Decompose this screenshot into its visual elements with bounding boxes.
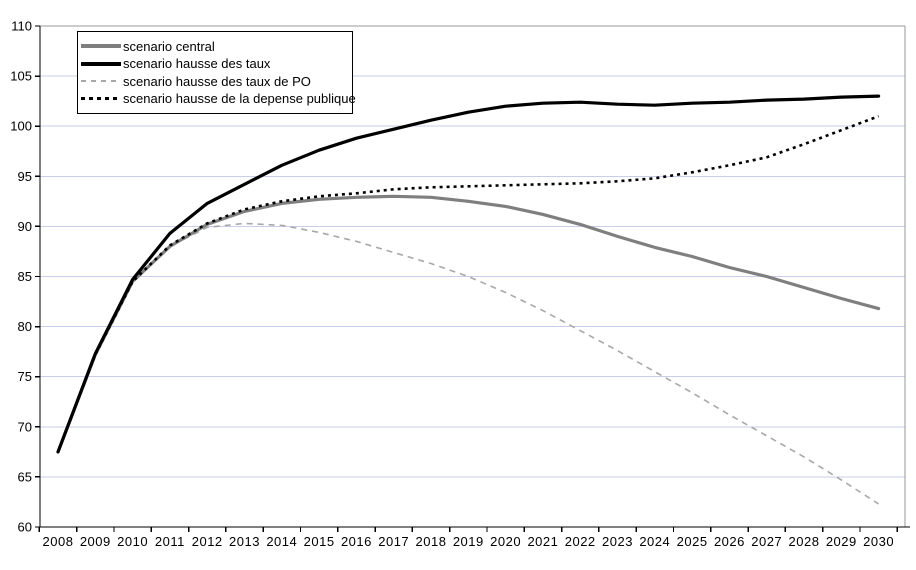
y-tick-label: 80 (18, 319, 32, 334)
x-tick-label: 2027 (751, 534, 782, 549)
x-tick-label: 2026 (714, 534, 745, 549)
x-tick-label: 2014 (266, 534, 297, 549)
x-tick-label: 2016 (341, 534, 372, 549)
y-tick-label: 100 (10, 119, 32, 134)
y-tick-label: 90 (18, 219, 32, 234)
legend-item: scenario central (81, 40, 347, 53)
y-tick-label: 70 (18, 419, 32, 434)
legend-item-label: scenario hausse des taux de PO (123, 73, 311, 89)
x-tick-label: 2018 (416, 534, 447, 549)
x-tick-label: 2013 (229, 534, 260, 549)
x-tick-label: 2011 (155, 534, 185, 549)
series-scenario-hausse-de-la-depense-publique (56, 114, 880, 453)
x-tick-label: 2022 (565, 534, 596, 549)
x-tick-label: 2028 (789, 534, 820, 549)
x-tick-label: 2009 (80, 534, 111, 549)
legend-line-sample (81, 97, 121, 101)
legend-item: scenario hausse des taux de PO (81, 75, 347, 88)
x-tick-label: 2030 (863, 534, 894, 549)
legend-item-label: scenario hausse de la depense publique (123, 91, 356, 107)
x-axis: 2008 2009 2010 2011 2012 2013 2014 2015 2016 2017… (38, 526, 910, 549)
x-tick-label: 2017 (378, 534, 409, 549)
x-tick-label: 2008 (43, 534, 74, 549)
x-tick-label: 2029 (826, 534, 857, 549)
y-tick-label: 65 (18, 469, 32, 484)
legend-line-sample (81, 80, 121, 83)
legend: scenario central scenario hausse des taux… (77, 31, 356, 114)
x-tick-label: 2019 (453, 534, 484, 549)
y-tick-label: 110 (11, 19, 32, 34)
series-scenario-central (56, 194, 881, 454)
legend-item-label: scenario hausse des taux (123, 56, 271, 72)
x-tick-label: 2020 (490, 534, 521, 549)
x-tick-label: 2024 (639, 534, 670, 549)
legend-line-sample (81, 61, 121, 66)
y-tick-label: 105 (10, 69, 32, 84)
gridlines (40, 75, 905, 478)
y-tick-label: 95 (18, 169, 32, 184)
y-tick-label: 60 (18, 520, 32, 535)
plot-frame (40, 25, 906, 527)
y-tick-label: 85 (18, 269, 32, 284)
legend-item: scenario hausse de la depense publique (81, 92, 356, 105)
legend-item-label: scenario central (123, 38, 215, 54)
x-tick-label: 2021 (527, 534, 558, 549)
y-axis: 60 65 70 75 80 85 90 95 100 105 110 (10, 19, 41, 535)
series-scenario-hausse-des-taux-de-po (57, 222, 880, 505)
x-tick-label: 2010 (117, 534, 148, 549)
x-tick-label: 2015 (304, 534, 335, 549)
y-tick-label: 75 (18, 369, 32, 384)
legend-line-sample (81, 44, 121, 49)
x-tick-label: 2023 (602, 534, 633, 549)
x-tick-label: 2012 (192, 534, 223, 549)
x-tick-label: 2025 (677, 534, 708, 549)
series-scenario-hausse-des-taux (56, 94, 881, 454)
legend-item: scenario hausse des taux (81, 57, 347, 70)
